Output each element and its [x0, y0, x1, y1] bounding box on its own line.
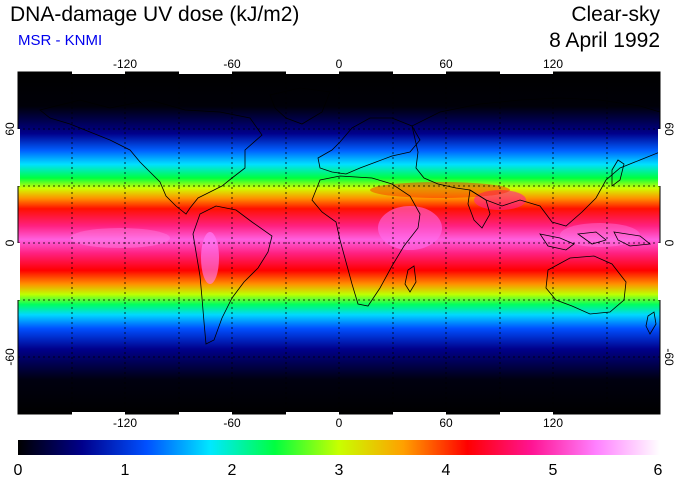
- lat-label: 60: [662, 122, 676, 136]
- lon-label: 60: [439, 57, 453, 71]
- lat-labels-left: 60 0 -60: [3, 122, 17, 366]
- lat-label: -60: [3, 348, 17, 366]
- chart-title: DNA-damage UV dose (kJ/m2): [10, 3, 300, 26]
- colorbar-labels: 0 1 2 3 4 5 6: [14, 462, 663, 479]
- coastlines: [39, 87, 660, 345]
- date-label: 8 April 1992: [549, 29, 660, 52]
- colorbar-label: 0: [14, 462, 23, 479]
- colorbar-label: 4: [442, 462, 451, 479]
- lon-label: 0: [336, 416, 343, 430]
- lon-labels-bottom: -120 -60 0 60 120: [113, 416, 563, 430]
- lon-labels-top: -120 -60 0 60 120: [113, 57, 563, 71]
- colorbar: [18, 440, 660, 455]
- source-label: MSR - KNMI: [18, 32, 103, 49]
- lat-label: 0: [662, 240, 676, 247]
- lat-label: 0: [3, 239, 17, 246]
- lon-label: 120: [543, 57, 563, 71]
- frame-scale-bars: [17, 71, 661, 415]
- lon-label: -120: [113, 416, 137, 430]
- lon-label: -60: [223, 416, 241, 430]
- lat-labels-right: 60 0 -60: [662, 122, 676, 366]
- lon-label: 0: [336, 57, 343, 71]
- colorbar-label: 1: [121, 462, 130, 479]
- colorbar-label: 3: [335, 462, 344, 479]
- lon-label: 60: [439, 416, 453, 430]
- colorbar-label: 6: [654, 462, 663, 479]
- lat-label: -60: [662, 348, 676, 366]
- colorbar-label: 5: [549, 462, 558, 479]
- lon-label: -120: [113, 57, 137, 71]
- lon-label: -60: [223, 57, 241, 71]
- colorbar-label: 2: [228, 462, 237, 479]
- sky-condition-label: Clear-sky: [571, 3, 660, 26]
- lon-label: 120: [543, 416, 563, 430]
- lat-label: 60: [3, 122, 17, 136]
- graticule: [18, 72, 660, 414]
